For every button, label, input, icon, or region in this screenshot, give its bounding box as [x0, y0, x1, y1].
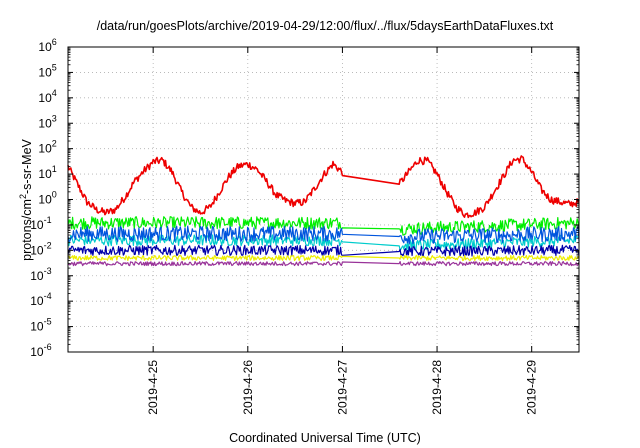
series-layer	[67, 155, 580, 267]
y-tick-label: 106	[38, 37, 56, 54]
series-line-6	[67, 254, 580, 262]
series-line-7	[67, 261, 580, 267]
y-tick-label: 101	[38, 164, 56, 181]
y-tick-label: 102	[38, 139, 56, 156]
grid-lines	[68, 46, 579, 353]
y-axis-label-suffix: -s-sr-MeV	[20, 138, 34, 194]
x-tick-label: 2019-4-27	[335, 360, 349, 415]
x-axis-ticks: 2019-4-25 2019-4-26 2019-4-27 2019-4-28 2019…	[146, 47, 539, 415]
chart-title: /data/run/goesPlots/archive/2019-04-29/1…	[97, 19, 554, 33]
y-axis-label-prefix: protons/cm	[20, 199, 34, 261]
series-line-1	[67, 155, 580, 219]
y-tick-label: 104	[38, 88, 56, 105]
y-tick-label: 105	[38, 62, 56, 79]
series-line-2	[67, 216, 580, 236]
series-line-5	[67, 244, 580, 257]
x-tick-label: 2019-4-26	[241, 360, 255, 415]
series-line-4	[67, 225, 580, 245]
y-axis-label-sup: 2	[18, 194, 28, 199]
x-axis-label: Coordinated Universal Time (UTC)	[229, 431, 421, 445]
y-tick-label: 10-2	[30, 240, 51, 257]
y-tick-label: 103	[38, 113, 56, 130]
y-tick-label: 10-4	[30, 291, 51, 308]
y-tick-label: 10-3	[30, 266, 51, 283]
y-tick-label: 10-6	[30, 342, 51, 359]
x-tick-label: 2019-4-25	[146, 360, 160, 415]
x-tick-label: 2019-4-29	[525, 360, 539, 415]
y-axis-label: protons/cm2-s-sr-MeV	[18, 138, 34, 260]
y-tick-label: 10-1	[30, 215, 51, 232]
x-tick-label: 2019-4-28	[430, 360, 444, 415]
y-tick-label: 10-5	[30, 317, 51, 334]
y-axis-ticks: 10-6 10-5 10-4 10-3 10-2 10-1 100 101 102 103 104 1…	[30, 37, 579, 359]
y-tick-label: 100	[38, 190, 56, 207]
